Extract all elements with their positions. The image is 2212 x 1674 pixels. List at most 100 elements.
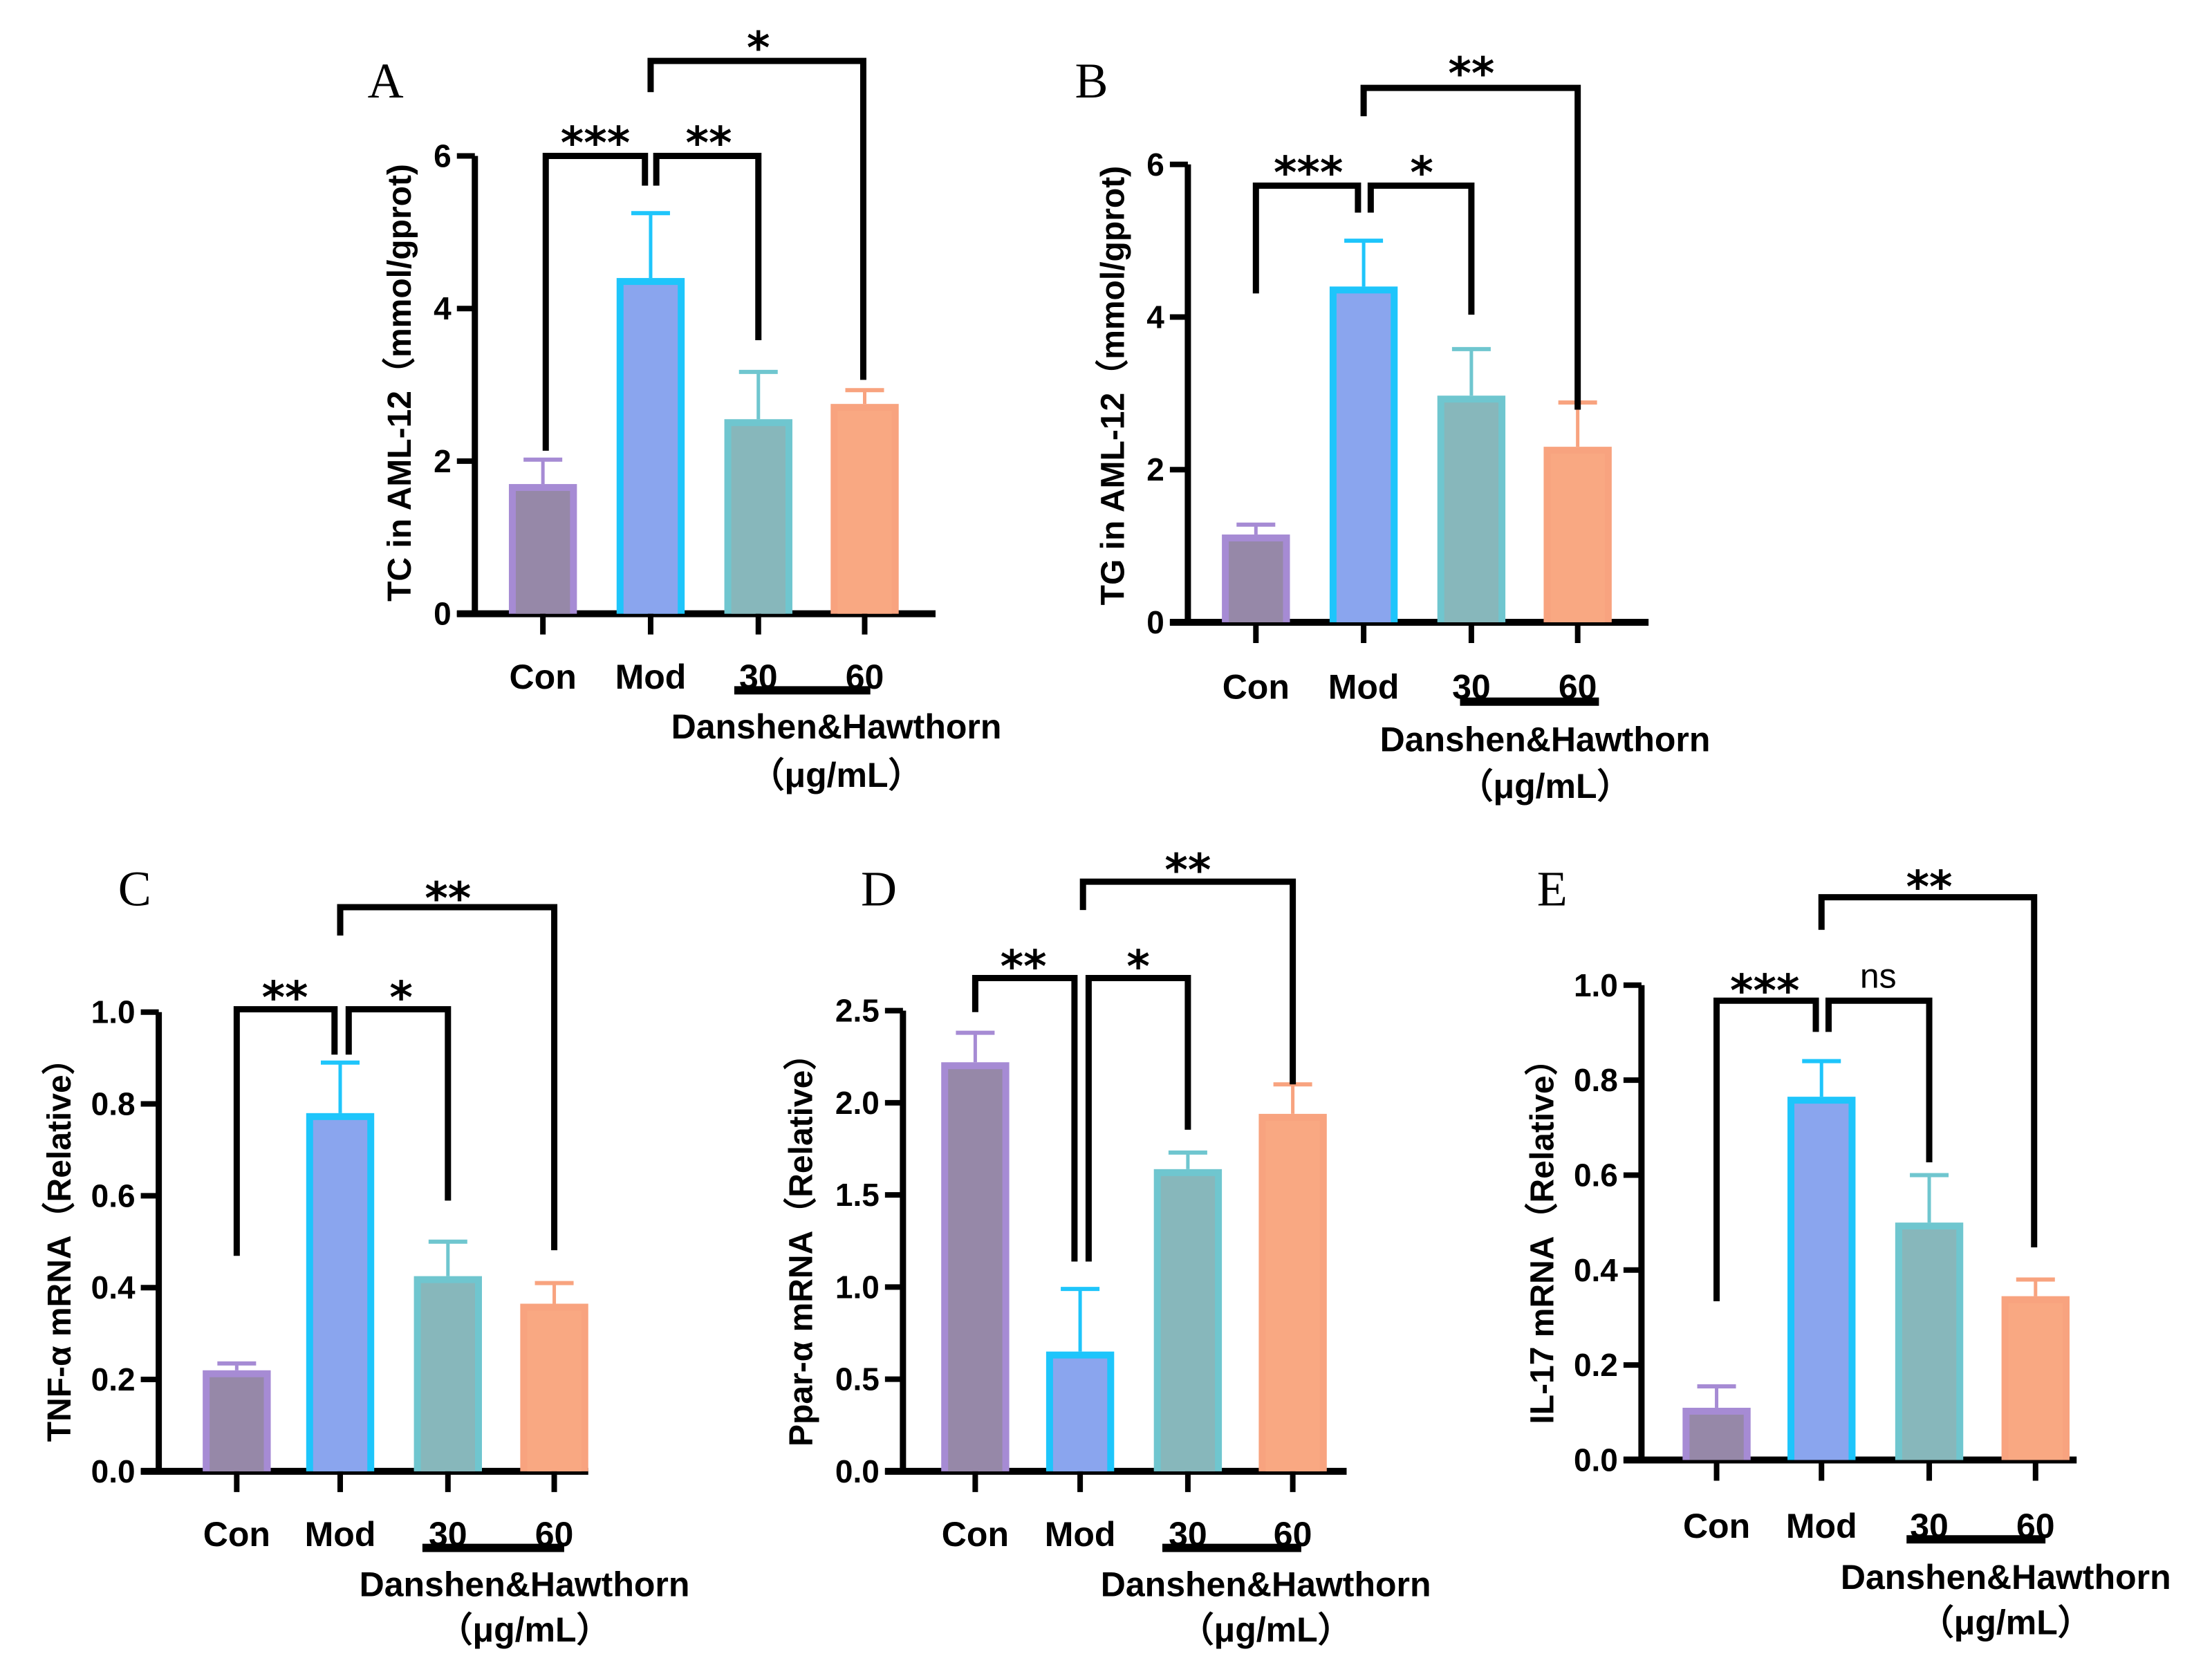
y-tick-label: 2.0 (835, 1085, 880, 1121)
panel-e: E IL-17 mRNA（Relative） 0.0 0.2 0.4 0.6 0.8 1.0 C… (1524, 861, 2171, 1642)
bar-fill-60 (1550, 454, 1605, 622)
significance-label: ** (425, 874, 471, 925)
y-tick-label: 0 (1146, 604, 1164, 640)
bar-fill-30 (1444, 402, 1499, 622)
dose-unit-label: （μg/mL） (1180, 1610, 1353, 1649)
y-tick-label: 0.2 (91, 1361, 136, 1397)
bar-fill-mod (1052, 1358, 1108, 1471)
bar-fill-60 (527, 1310, 582, 1471)
significance-bracket (1360, 84, 1581, 410)
bar-fill-con (1689, 1414, 1744, 1460)
y-tick-label: 1.0 (1574, 967, 1618, 1003)
significance-label: *** (1730, 966, 1799, 1017)
significance-label: ** (1164, 846, 1211, 897)
x-category-label: Con (510, 658, 577, 696)
y-tick-label: 0.4 (91, 1270, 136, 1305)
significance-label: ** (686, 118, 732, 169)
bar-fill-con (210, 1377, 264, 1471)
y-tick-label: 0.0 (835, 1453, 880, 1489)
panel-letter: E (1537, 861, 1568, 916)
y-tick-label: 1.5 (835, 1177, 880, 1213)
y-tick-label: 2 (434, 443, 452, 479)
bar-fill-con (948, 1069, 1003, 1471)
y-tick-label: 0.4 (1574, 1252, 1618, 1288)
significance-bracket (647, 57, 866, 380)
bar-fill-60 (2008, 1303, 2063, 1460)
significance-label: ** (1448, 48, 1494, 100)
y-tick-label: 0.2 (1574, 1347, 1618, 1383)
y-tick-label: 0.8 (1574, 1062, 1618, 1098)
y-tick-label: 4 (1146, 299, 1164, 335)
significance-bracket (1367, 183, 1475, 315)
bar-fill-mod (623, 285, 678, 614)
significance-bracket (1818, 894, 2038, 1247)
dose-group-label: Danshen&Hawthorn (1101, 1565, 1431, 1603)
x-category-label: Mod (1328, 667, 1400, 706)
bar-fill-30 (1902, 1229, 1957, 1460)
bar-fill-mod (1794, 1104, 1849, 1460)
panel-letter: A (368, 53, 404, 109)
y-tick-label: 1.0 (835, 1269, 880, 1305)
dose-group-label: Danshen&Hawthorn (671, 707, 1002, 746)
y-tick-label: 0.6 (91, 1178, 136, 1213)
bar-fill-con (515, 491, 570, 614)
bar-fill-mod (1336, 293, 1391, 622)
dose-unit-label: （μg/mL） (750, 756, 922, 794)
significance-label: *** (561, 118, 630, 169)
x-category-label: Mod (615, 658, 687, 696)
bar-fill-mod (313, 1119, 368, 1471)
bar-fill-30 (731, 426, 786, 614)
significance-label: * (389, 973, 412, 1024)
bar-fill-60 (837, 411, 892, 614)
panel-c: C TNF-α mRNA（Relative） 0.0 0.2 0.4 0.6 0.8 1.0 C… (41, 861, 689, 1649)
significance-bracket (1085, 975, 1191, 1262)
y-tick-label: 2.5 (835, 993, 880, 1029)
y-tick-label: 1.0 (91, 994, 136, 1030)
x-category-label: Mod (1045, 1515, 1116, 1554)
significance-bracket (542, 153, 649, 451)
dose-group-label: Danshen&Hawthorn (1380, 720, 1711, 759)
bar-fill-30 (1160, 1175, 1216, 1471)
significance-bracket (345, 1006, 452, 1201)
y-tick-label: 0 (434, 596, 452, 632)
significance-bracket (1825, 997, 1933, 1162)
dose-unit-label: （μg/mL） (1458, 767, 1631, 806)
panel-d: D Ppar-α mRNA（Relative） 0.0 0.5 1.0 1.5 2.0 2.5… (783, 846, 1431, 1649)
y-tick-label: 6 (1146, 147, 1164, 183)
y-axis-label: TNF-α mRNA（Relative） (41, 1041, 78, 1442)
x-category-label: Con (942, 1515, 1009, 1554)
x-category-label: Mod (305, 1515, 376, 1554)
panel-letter: B (1075, 53, 1108, 109)
significance-bracket (653, 153, 762, 340)
significance-bracket (337, 904, 558, 1251)
significance-label: ** (262, 973, 308, 1024)
significance-label: *** (1274, 148, 1343, 199)
dose-group-label: Danshen&Hawthorn (1841, 1558, 2171, 1597)
bar-fill-60 (1265, 1120, 1320, 1471)
y-axis-label: IL-17 mRNA（Relative） (1524, 1042, 1561, 1424)
significance-label: * (747, 24, 770, 75)
significance-label: ** (1906, 862, 1953, 913)
y-tick-label: 2 (1146, 452, 1164, 487)
dose-group-label: Danshen&Hawthorn (360, 1565, 690, 1603)
bar-fill-con (1229, 541, 1283, 622)
significance-bracket (1713, 997, 1819, 1301)
x-category-label: Con (203, 1515, 270, 1554)
y-tick-label: 0.8 (91, 1086, 136, 1122)
panel-letter: D (861, 861, 897, 916)
y-axis-label: Ppar-α mRNA（Relative） (783, 1037, 819, 1447)
x-category-label: Con (1683, 1507, 1750, 1545)
bar-fill-30 (420, 1283, 475, 1471)
significance-label: ** (1001, 942, 1047, 993)
significance-label: * (1126, 942, 1149, 993)
significance-label: ns (1860, 957, 1897, 996)
y-tick-label: 0.6 (1574, 1157, 1618, 1193)
y-axis-label: TG in AML-12（mmol/gprot) (1095, 166, 1131, 606)
dose-unit-label: （μg/mL） (1920, 1603, 2092, 1642)
y-tick-label: 4 (434, 290, 452, 326)
x-category-label: Con (1223, 667, 1290, 706)
x-category-label: Mod (1786, 1507, 1857, 1545)
